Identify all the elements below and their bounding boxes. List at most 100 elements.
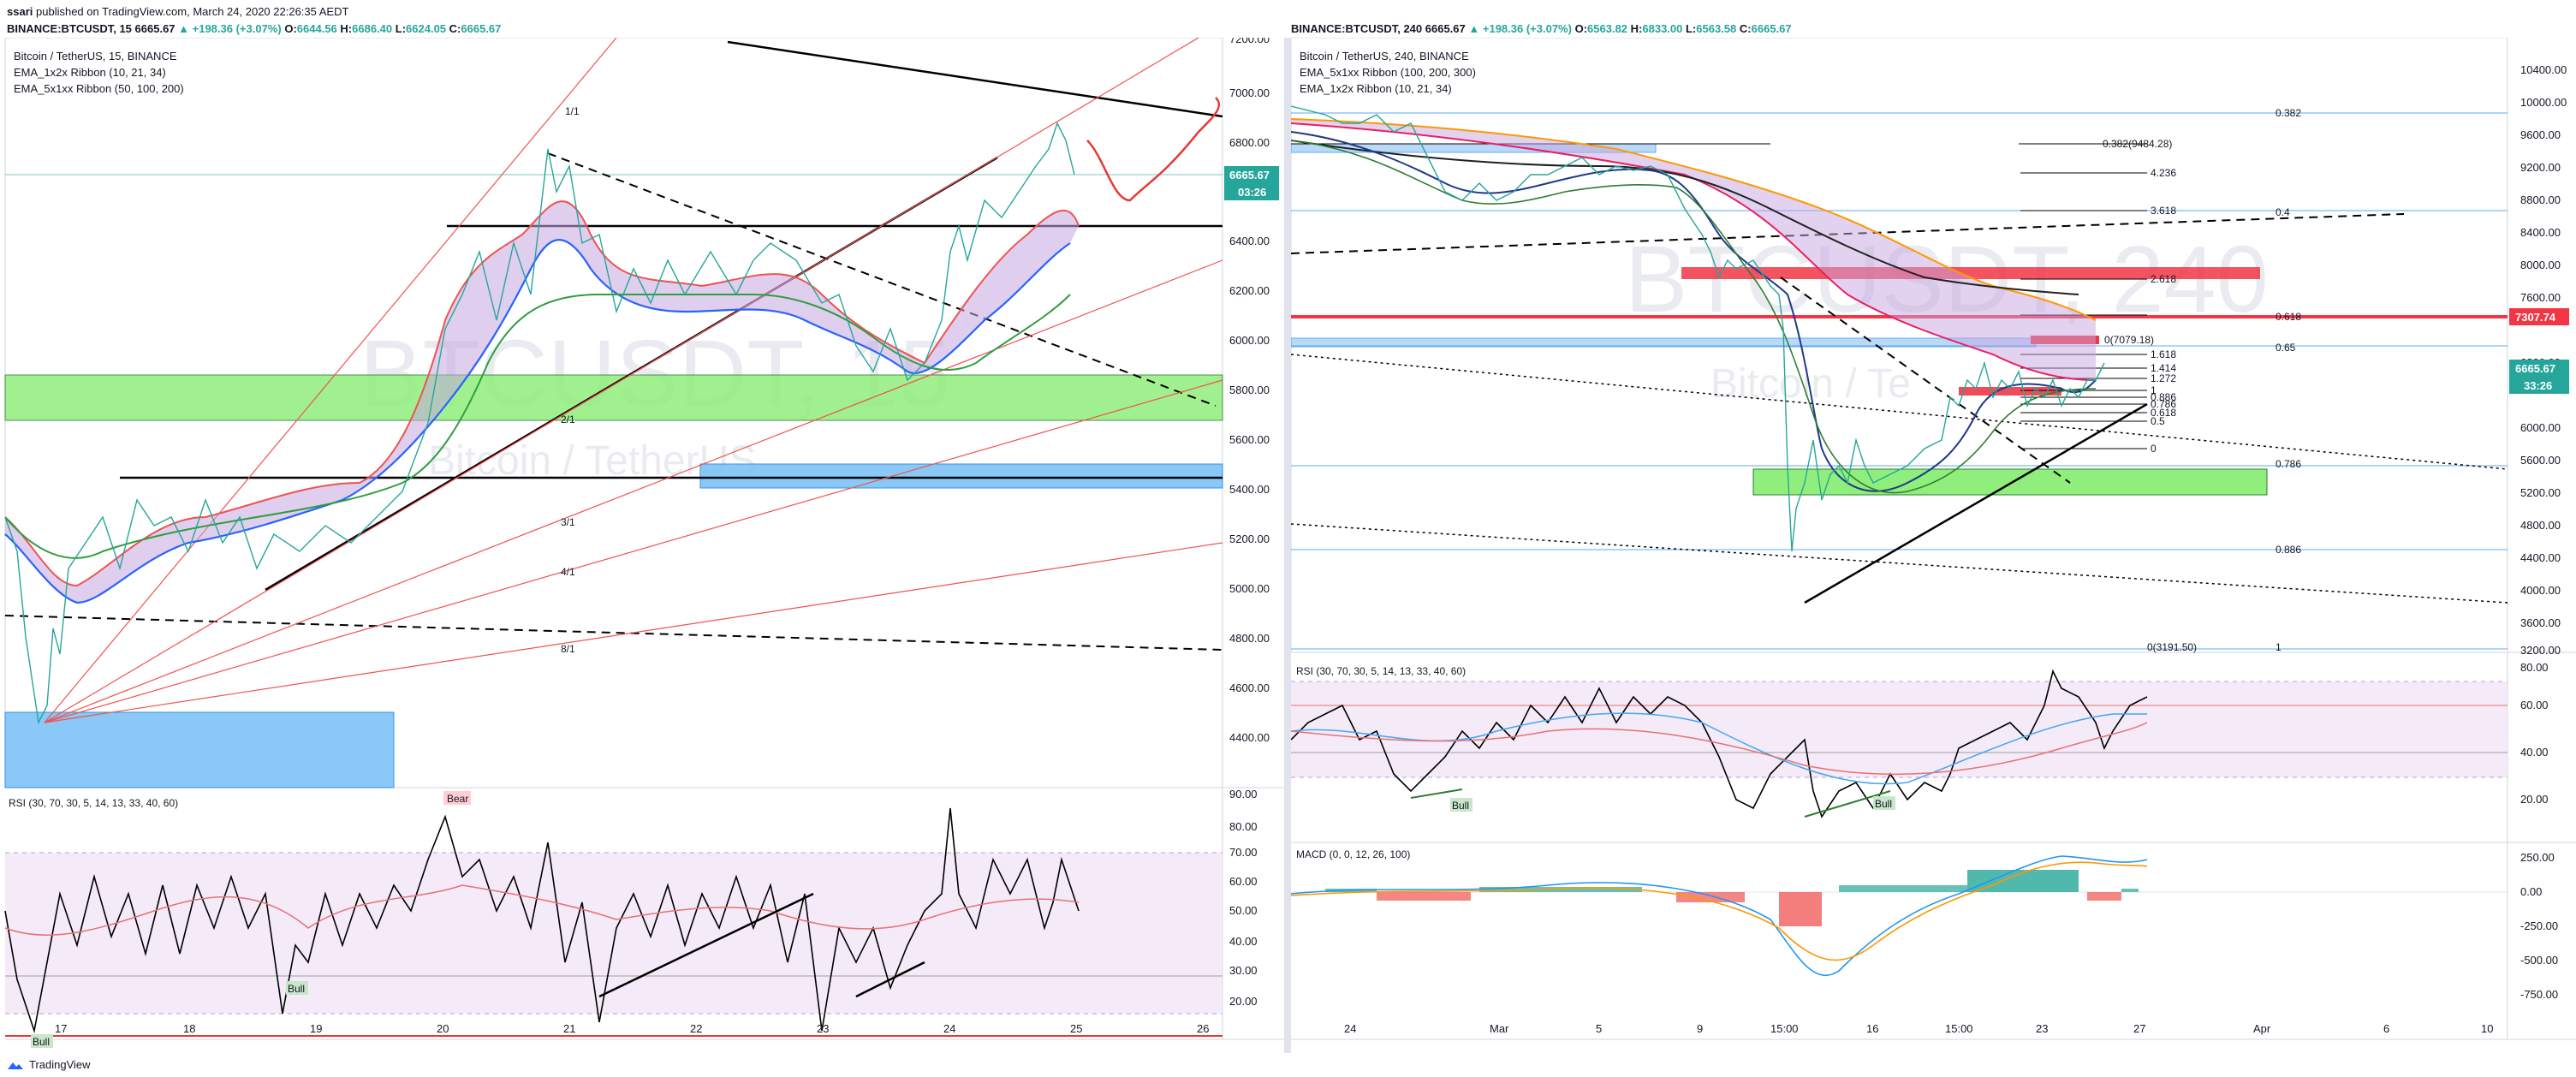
left-price-candles[interactable]	[4, 122, 1075, 725]
left-price-badge[interactable]	[1224, 166, 1279, 183]
right-rsi-legend[interactable]: RSI (30, 70, 30, 5, 14, 13, 33, 40, 60)	[1296, 665, 1466, 677]
right-rsi-signal-2	[1291, 722, 2148, 776]
right-legend-ema1[interactable]: EMA_5x1xx Ribbon (100, 200, 300)	[1300, 66, 1476, 79]
right-legend[interactable]: Bitcoin / TetherUS, 240, BINANCE EMA_5x1…	[1300, 48, 1476, 97]
right-price-axis[interactable]: 10400.00 10000.00 9600.00 9200.00 8800.0…	[2520, 63, 2567, 657]
fib-2618: 2.618	[2151, 273, 2176, 285]
right-rsi-bull-tag-2	[1873, 796, 1895, 810]
left-rtick-4: 50.00	[1229, 904, 1258, 917]
right-ema-ribbon-fill	[1291, 119, 2096, 380]
left-rsi-bull-text-2: Bull	[288, 983, 305, 995]
right-xtick-11: 10	[2481, 1022, 2493, 1035]
left-xtick-7: 24	[943, 1022, 955, 1035]
left-gann-fan[interactable]	[44, 38, 1223, 723]
fib-3618: 3.618	[2151, 205, 2176, 217]
right-rsi-bull-text: Bull	[1452, 800, 1469, 812]
left-xtick-9: 26	[1197, 1022, 1209, 1035]
right-watermark-sub: Bitcoin / Te	[1710, 361, 1911, 407]
right-high: 6833.00	[1642, 22, 1683, 35]
left-support-zone-green[interactable]	[4, 374, 1223, 421]
right-xtick-7: 23	[2036, 1022, 2048, 1035]
left-symbol[interactable]: BINANCE:BTCUSDT, 15	[7, 22, 132, 35]
left-downtrend-line[interactable]	[727, 40, 1223, 118]
right-xtick-3: 9	[1697, 1022, 1703, 1035]
right-legend-symbol[interactable]: Bitcoin / TetherUS, 240, BINANCE	[1300, 50, 1469, 62]
right-rtick-0: 80.00	[2520, 661, 2549, 674]
right-dotted-low[interactable]	[1291, 523, 2508, 604]
fib-0786b: 0.786	[2151, 398, 2176, 410]
fib-1: 1	[2276, 641, 2282, 653]
left-rsi-bull-tag	[31, 1034, 53, 1048]
left-dashed-trend[interactable]	[547, 152, 1217, 407]
left-ptick-1: 7000.00	[1229, 86, 1270, 99]
author-name[interactable]: ssari	[7, 5, 33, 18]
left-legend-ema2[interactable]: EMA_5x1xx Ribbon (50, 100, 200)	[14, 82, 184, 95]
tradingview-brand[interactable]: TradingView	[7, 1058, 91, 1071]
right-rsi-line[interactable]	[1291, 669, 2148, 818]
right-time-axis[interactable]: 24 Mar 5 9 15:00 16 15:00 23 27 Apr 6 10	[1344, 1022, 2493, 1035]
left-chart-panel[interactable]: BTCUSDT, 15 Bitcoin / TetherUS 1/1 2/1 3…	[0, 38, 1284, 1053]
left-xtick-4: 21	[563, 1022, 575, 1035]
right-ema-100	[1291, 122, 2097, 381]
right-rsi-bull-tag	[1450, 798, 1472, 812]
right-ptick-3: 9200.00	[2520, 161, 2561, 174]
right-xtick-4: 15:00	[1770, 1022, 1799, 1035]
left-dashed-horizontal[interactable]	[4, 615, 1223, 651]
right-mtick-1: 0.00	[2520, 885, 2542, 898]
right-chart-panel[interactable]: BTCUSDT, 240 Bitcoin / Te	[1291, 38, 2576, 1053]
left-c-label: C:	[449, 22, 461, 35]
left-legend-ema1[interactable]: EMA_1x2x Ribbon (10, 21, 34)	[14, 66, 166, 79]
right-xtick-6: 15:00	[1945, 1022, 1973, 1035]
right-xtick-8: 27	[2133, 1022, 2145, 1035]
right-price-badge[interactable]	[2509, 360, 2569, 377]
right-zone-red-mid[interactable]	[1959, 387, 2061, 396]
right-support-zone-green[interactable]	[1752, 468, 2268, 496]
left-rsi-trendline-2[interactable]	[855, 961, 925, 998]
fib-1272: 1.272	[2151, 372, 2176, 384]
right-macd-axis[interactable]: 250.00 0.00 -250.00 -500.00 -750.00	[2520, 851, 2558, 1001]
right-legend-ema2[interactable]: EMA_1x2x Ribbon (10, 21, 34)	[1300, 82, 1452, 95]
left-xtick-6: 23	[817, 1022, 829, 1035]
left-chart-svg[interactable]: BTCUSDT, 15 Bitcoin / TetherUS 1/1 2/1 3…	[0, 38, 1284, 1053]
left-zone-blue-low[interactable]	[4, 711, 395, 788]
left-zone-blue-mid[interactable]	[699, 463, 1223, 489]
left-rtick-2: 70.00	[1229, 846, 1258, 859]
right-macd-histogram[interactable]	[1325, 870, 2139, 926]
right-symbol[interactable]: BINANCE:BTCUSDT, 240	[1291, 22, 1423, 35]
left-rsi-legend[interactable]: RSI (30, 70, 30, 5, 14, 13, 33, 40, 60)	[9, 797, 178, 809]
left-xtick-2: 19	[310, 1022, 322, 1035]
chart-divider[interactable]	[1284, 38, 1291, 1053]
left-rsi-axis[interactable]: 90.00 80.00 70.00 60.00 50.00 40.00 30.0…	[1229, 788, 1258, 1008]
right-rsi-axis[interactable]: 80.00 60.00 40.00 20.00	[2520, 661, 2549, 806]
right-uptrend-line[interactable]	[1804, 402, 2148, 604]
right-red-badge[interactable]	[2509, 308, 2569, 325]
footer-bar: TradingView	[0, 1053, 2576, 1077]
left-o-label: O:	[284, 22, 297, 35]
right-fib-lines[interactable]	[1291, 112, 2508, 650]
left-legend[interactable]: Bitcoin / TetherUS, 15, BINANCE EMA_1x2x…	[14, 48, 184, 97]
right-low: 6563.58	[1696, 22, 1737, 35]
right-macd-legend[interactable]: MACD (0, 0, 12, 26, 100)	[1296, 848, 1410, 860]
left-time-axis[interactable]: 17 18 19 20 21 22 23 24 25 26	[55, 1022, 1209, 1035]
left-rsi-trendline[interactable]	[598, 892, 814, 998]
left-xtick-8: 25	[1070, 1022, 1082, 1035]
publish-info: ssari published on TradingView.com, Marc…	[7, 5, 348, 18]
left-forecast-path[interactable]	[1086, 97, 1221, 202]
left-xtick-3: 20	[437, 1022, 449, 1035]
right-rsi-band	[1291, 681, 2508, 777]
right-chart-svg[interactable]: BTCUSDT, 240 Bitcoin / Te	[1291, 38, 2576, 1053]
right-rsi-div-line-2[interactable]	[1410, 788, 1463, 799]
right-ema-mid	[1291, 140, 2097, 494]
right-ptick-1: 10000.00	[2520, 96, 2567, 109]
left-xtick-5: 22	[690, 1022, 702, 1035]
left-rsi-line[interactable]	[4, 807, 1080, 1034]
right-dashed-down[interactable]	[1780, 277, 2071, 484]
right-c-label: C:	[1739, 22, 1752, 35]
tradingview-logo-icon	[8, 1062, 23, 1069]
left-ptick-7: 5800.00	[1229, 384, 1270, 396]
left-price-axis[interactable]: 7200.00 7000.00 6800.00 6400.00 6200.00 …	[1229, 38, 1270, 744]
right-rsi-div-line[interactable]	[1804, 790, 1891, 818]
left-legend-symbol[interactable]: Bitcoin / TetherUS, 15, BINANCE	[14, 50, 177, 62]
right-price-candles[interactable]	[1291, 105, 2105, 552]
left-rsi-band	[5, 853, 1223, 1014]
